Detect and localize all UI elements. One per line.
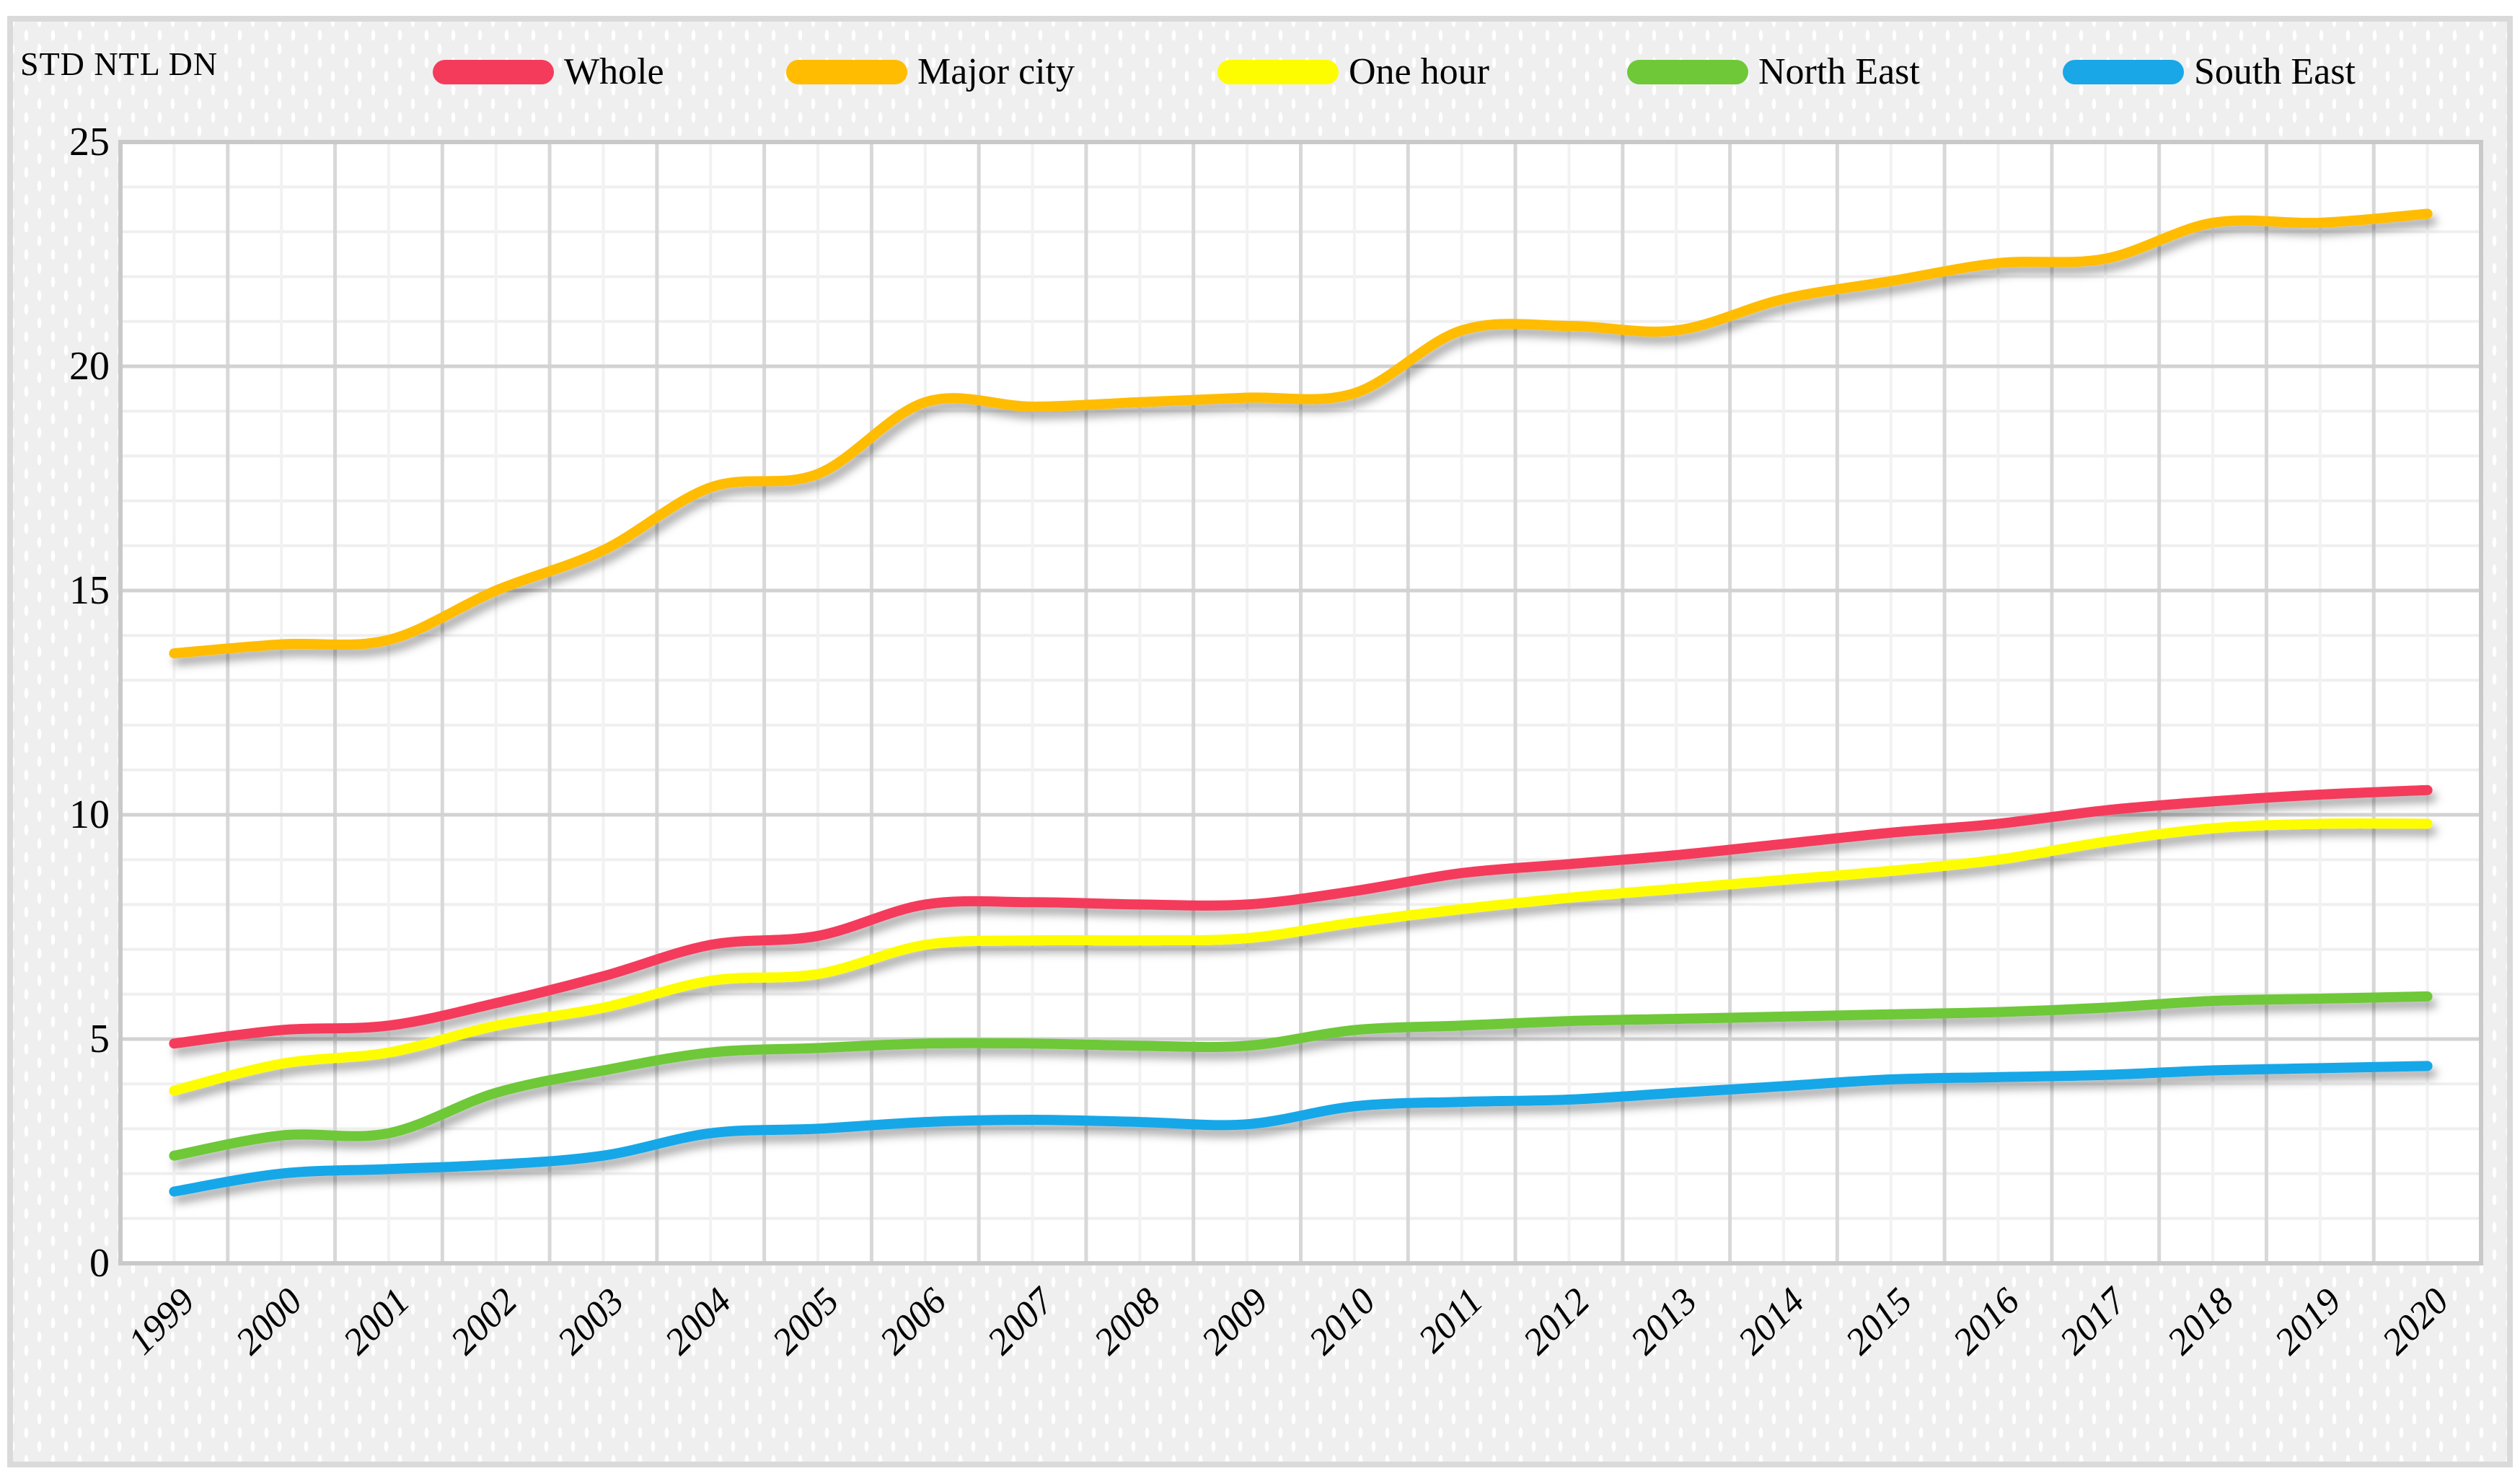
legend-item-north-east: North East (1627, 50, 1920, 93)
legend-label: North East (1758, 51, 1920, 92)
legend-label: Major city (917, 51, 1075, 92)
legend-label: One hour (1349, 51, 1489, 92)
series-line-south-east (169, 1061, 2433, 1197)
legend-label: South East (2194, 51, 2356, 92)
series-line-major-city (169, 208, 2433, 659)
chart-title: STD NTL DN (20, 45, 219, 82)
series-line-one-hour (169, 818, 2433, 1096)
legend-item-major-city: Major city (786, 50, 1075, 93)
legend-label: Whole (564, 51, 664, 92)
legend-swatch (1627, 59, 1748, 84)
y-tick-label: 20 (69, 344, 110, 389)
series-line-north-east (169, 991, 2433, 1161)
legend-item-whole: Whole (433, 50, 664, 93)
y-tick-label: 25 (69, 120, 110, 164)
legend-swatch (786, 59, 907, 84)
series-lines (169, 208, 2433, 1197)
y-tick-label: 5 (89, 1017, 110, 1061)
plot-border (118, 140, 2483, 1265)
legend-swatch (433, 59, 554, 84)
legend-swatch (2063, 59, 2184, 84)
series-line-whole (169, 785, 2433, 1049)
y-tick-label: 10 (69, 792, 110, 837)
y-tick-label: 15 (69, 568, 110, 613)
legend-item-one-hour: One hour (1217, 50, 1489, 93)
gridlines (120, 142, 2481, 1263)
legend-item-south-east: South East (2063, 50, 2356, 93)
y-tick-label: 0 (89, 1241, 110, 1286)
legend-swatch (1217, 59, 1339, 84)
